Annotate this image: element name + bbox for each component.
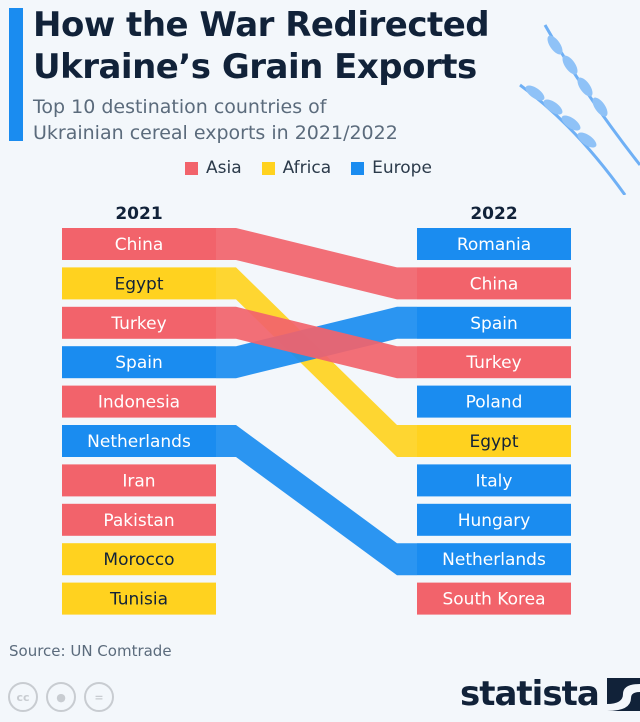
flow-netherlands (216, 425, 417, 576)
left-box-turkey (62, 306, 216, 339)
left-box-tunisia (62, 582, 216, 615)
left-box-indonesia (62, 385, 216, 418)
right-label: China (470, 274, 519, 294)
left-box-spain (62, 346, 216, 379)
legend-swatch (185, 161, 198, 175)
right-box-hungary (417, 503, 571, 536)
legend-label: Europe (372, 158, 432, 178)
statista-logo-mark (606, 677, 640, 711)
left-label: China (115, 235, 164, 255)
statista-logo: statista (460, 674, 640, 714)
attribution-icon: ● (46, 682, 76, 712)
right-box-china (417, 267, 571, 300)
source-note: Source: UN Comtrade (9, 642, 172, 660)
legend-label: Africa (282, 158, 332, 178)
left-label: Turkey (110, 314, 166, 334)
legend-item-africa: Africa (261, 158, 332, 178)
right-box-italy (417, 464, 571, 497)
title-line-1: How the War Redirected (33, 5, 490, 45)
cc-icon: cc (8, 682, 38, 712)
right-box-romania (417, 228, 571, 260)
right-box-poland (417, 385, 571, 418)
flow-turkey (216, 306, 417, 379)
right-label: South Korea (442, 590, 545, 610)
right-box-spain (417, 306, 571, 339)
column-header-2022: 2022 (470, 204, 517, 224)
left-label: Iran (122, 471, 155, 491)
accent-bar (9, 8, 23, 141)
license-icons: cc ● = (8, 682, 114, 712)
right-label: Egypt (469, 432, 518, 452)
left-box-morocco (62, 543, 216, 576)
right-label: Spain (470, 314, 518, 334)
left-box-netherlands (62, 425, 216, 457)
left-box-egypt (62, 267, 216, 300)
right-label: Italy (476, 471, 513, 491)
left-label: Pakistan (103, 511, 174, 531)
right-box-egypt (417, 425, 571, 457)
right-label: Turkey (465, 353, 521, 373)
left-label: Spain (115, 353, 163, 373)
right-box-south-korea (417, 582, 571, 615)
left-label: Morocco (103, 550, 174, 570)
left-box-iran (62, 464, 216, 497)
subtitle: Top 10 destination countries of Ukrainia… (33, 94, 398, 146)
legend-item-europe: Europe (351, 158, 432, 178)
left-label: Tunisia (109, 590, 168, 610)
right-box-netherlands (417, 543, 571, 576)
right-label: Poland (466, 393, 523, 413)
flow-china (216, 228, 417, 300)
left-label: Netherlands (87, 432, 191, 452)
title-line-2: Ukraine’s Grain Exports (33, 47, 477, 87)
legend-label: Asia (206, 158, 242, 178)
legend-swatch (261, 161, 275, 175)
brand-name: statista (460, 674, 600, 714)
left-label: Indonesia (98, 393, 180, 413)
legend: Asia Africa Europe (185, 158, 432, 178)
right-label: Romania (457, 235, 531, 255)
slope-chart: 2021 2022 China Egypt Turkey Spain Indonesia… (62, 204, 571, 615)
page-title: How the War Redirected Ukraine’s Grain E… (33, 4, 490, 88)
wheat-icon (519, 24, 640, 195)
legend-swatch (351, 161, 365, 175)
no-derivatives-icon: = (84, 682, 114, 712)
legend-item-asia: Asia (185, 158, 242, 178)
right-box-turkey (417, 346, 571, 379)
right-label: Hungary (458, 511, 531, 531)
right-label: Netherlands (442, 550, 546, 570)
column-header-2021: 2021 (115, 204, 162, 224)
subtitle-line-2: Ukrainian cereal exports in 2021/2022 (33, 122, 398, 144)
left-box-pakistan (62, 503, 216, 536)
subtitle-line-1: Top 10 destination countries of (33, 96, 327, 118)
left-label: Egypt (114, 274, 163, 294)
left-box-china (62, 228, 216, 260)
